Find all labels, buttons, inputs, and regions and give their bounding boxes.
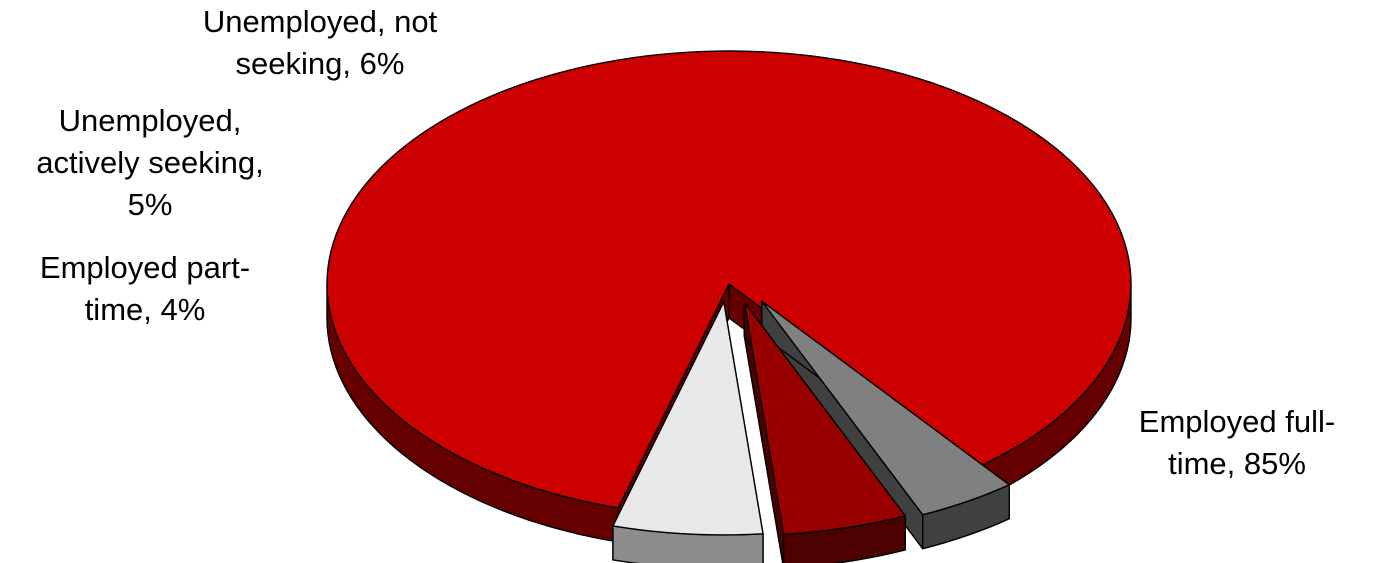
pie-slice-2: [743, 301, 906, 563]
pie-slices: [326, 50, 1132, 563]
pie-slice-label-line: Employed part-: [40, 250, 250, 285]
pie-slice-label-2: Unemployed, actively seeking, 5%: [36, 103, 263, 222]
pie-slice-label-line: time, 85%: [1168, 446, 1306, 481]
pie-slice-top-0: [326, 50, 1132, 509]
pie-slice-label-line: Unemployed,: [59, 103, 242, 138]
pie-slice-label-line: Unemployed, not: [203, 4, 438, 39]
pie-slice-label-line: actively seeking,: [36, 145, 263, 180]
pie-slice-label-0: Employed full-time, 85%: [1139, 404, 1335, 481]
pie-slice-label-1: Employed part-time, 4%: [40, 250, 250, 327]
pie-slice-label-line: Employed full-: [1139, 404, 1335, 439]
pie-slice-label-line: seeking, 6%: [236, 46, 405, 81]
pie-slice-top-1: [761, 300, 1010, 516]
pie-labels: Employed full-time, 85% Employed part-tim…: [36, 4, 1335, 481]
pie-slice-top-3: [612, 301, 764, 536]
pie-slice-label-line: time, 4%: [85, 292, 206, 327]
pie-slice-3: [612, 301, 764, 563]
pie-slice-label-line: 5%: [128, 187, 173, 222]
pie-slice-top-2: [743, 301, 906, 535]
pie-slice-label-3: Unemployed, not seeking, 6%: [203, 4, 438, 81]
